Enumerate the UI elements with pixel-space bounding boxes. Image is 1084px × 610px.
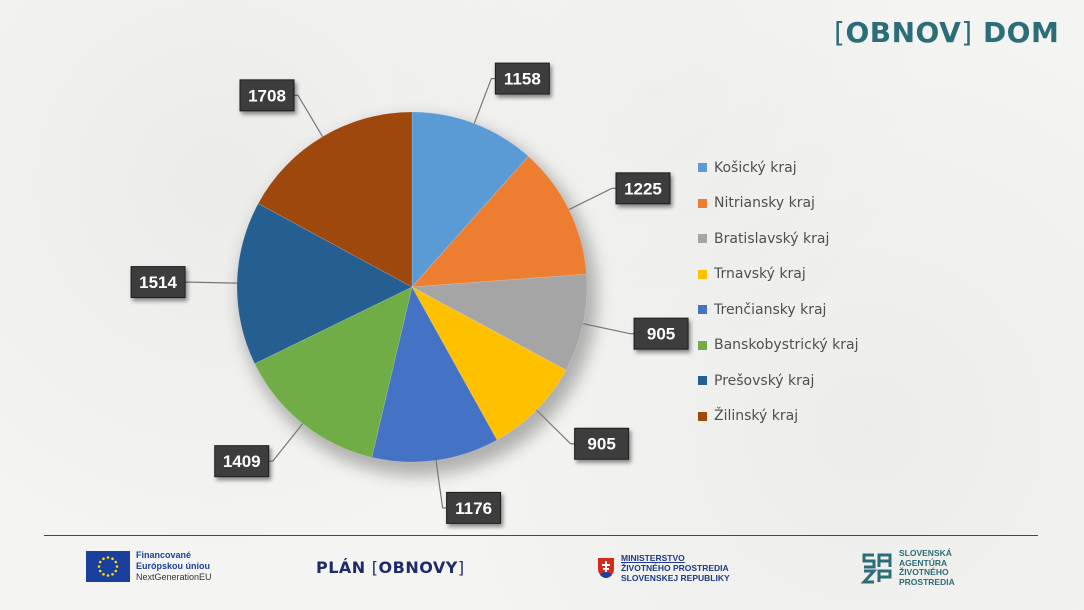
legend-label-3: Bratislavský kraj: [714, 230, 830, 247]
data-label-box-1: [494, 62, 550, 95]
obnov-dom-logo: [OBNOV] DOM: [834, 16, 1059, 49]
leader-line-4: [536, 409, 575, 445]
leader-line-8: [294, 94, 324, 137]
eu-star: [114, 569, 118, 573]
data-label-box-7: [130, 266, 186, 299]
legend-item-3: Bratislavský kraj: [698, 221, 859, 257]
legend-item-2: Nitriansky kraj: [698, 186, 859, 222]
data-label-box-8: [239, 79, 295, 112]
pie-slice-6: [254, 286, 413, 458]
eu-star: [102, 557, 105, 561]
leader-line-6: [268, 423, 304, 462]
sazp-line3: ŽIVOTNÉHO: [899, 567, 949, 577]
legend-swatch-1: [698, 163, 707, 173]
eu-text-line1: Financované: [136, 550, 192, 560]
legend-item-6: Banskobystrický kraj: [698, 328, 859, 364]
data-label-7: 1514: [139, 273, 177, 292]
logo-left-bracket: [: [834, 16, 846, 49]
plan-obnovy-logo: PLÁN [OBNOVY]: [316, 558, 465, 577]
data-label-1: 1158: [504, 70, 541, 89]
legend-label-5: Trenčiansky kraj: [714, 301, 827, 318]
data-label-box-5: [446, 491, 502, 524]
eu-star: [98, 569, 102, 573]
plan-obnovy-word: OBNOVY: [378, 558, 458, 577]
legend-item-4: Trnavský kraj: [698, 257, 859, 293]
legend-swatch-2: [698, 198, 707, 208]
leader-line-7: [185, 281, 238, 284]
eu-text-line2: Európskou úniou: [136, 561, 210, 571]
leader-line-3: [583, 323, 635, 335]
data-label-box-6: [214, 445, 270, 478]
sazp-logo: SLOVENSKÁ AGENTÚRA ŽIVOTNÉHO PROSTREDIA: [860, 548, 955, 587]
eu-star: [111, 557, 114, 561]
eu-star: [97, 565, 101, 568]
eu-star: [102, 572, 105, 576]
slovak-coat-of-arms-icon: [598, 558, 614, 578]
sazp-line1: SLOVENSKÁ: [899, 548, 952, 558]
eu-star: [98, 560, 102, 564]
ministry-line3: SLOVENSKEJ REPUBLIKY: [621, 573, 730, 583]
eu-text-line3: NextGenerationEU: [136, 572, 212, 582]
logo-right-bracket: ]: [961, 16, 973, 49]
footer-divider: [44, 535, 1038, 536]
logo-dom-text: DOM: [982, 16, 1060, 49]
plan-right-bracket: ]: [457, 558, 465, 577]
data-label-3: 905: [647, 325, 675, 344]
leader-line-1: [473, 77, 496, 124]
plan-word: PLÁN: [316, 558, 366, 577]
eu-star: [114, 560, 118, 564]
legend-item-8: Žilinský kraj: [698, 399, 859, 435]
legend-label-1: Košický kraj: [714, 159, 797, 176]
legend-swatch-3: [698, 234, 707, 244]
ministry-logo: MINISTERSTVO ŽIVOTNÉHO PROSTREDIA SLOVEN…: [597, 553, 730, 583]
sazp-line4: PROSTREDIA: [899, 576, 955, 587]
legend-label-7: Prešovský kraj: [714, 372, 815, 389]
eu-star: [111, 572, 114, 576]
ministry-line1: MINISTERSTVO: [621, 553, 685, 563]
eu-funding-logo: Financované Európskou úniou NextGenerati…: [86, 550, 212, 583]
legend-label-4: Trnavský kraj: [714, 266, 806, 283]
pie-slice-2: [411, 155, 587, 288]
legend-label-8: Žilinský kraj: [714, 408, 799, 425]
eu-star: [115, 565, 119, 568]
data-label-5: 1176: [455, 499, 492, 518]
ministry-line2: ŽIVOTNÉHO PROSTREDIA: [621, 563, 729, 573]
leader-line-5: [435, 460, 447, 509]
data-label-6: 1409: [223, 452, 261, 471]
legend-swatch-4: [698, 269, 707, 279]
data-label-box-2: [615, 172, 671, 205]
legend-label-2: Nitriansky kraj: [714, 195, 815, 212]
chart-legend: Košický kraj Nitriansky kraj Bratislavský …: [698, 150, 859, 434]
legend-item-7: Prešovský kraj: [698, 363, 859, 399]
plan-left-bracket: [: [371, 558, 379, 577]
legend-swatch-6: [698, 340, 707, 350]
pie-chart: 1158 1225 905 905 1176 1409 1514 1708: [130, 62, 689, 524]
eu-flag-icon: [86, 551, 130, 582]
sazp-mark-icon: [860, 553, 892, 584]
legend-label-6: Banskobystrický kraj: [714, 337, 859, 354]
legend-item-1: Košický kraj: [698, 150, 859, 186]
pie-slice-3: [410, 273, 588, 371]
data-label-4: 905: [587, 435, 615, 454]
data-label-box-4: [574, 427, 630, 460]
legend-swatch-5: [698, 305, 707, 315]
eu-star: [106, 556, 110, 559]
legend-item-5: Trenčiansky kraj: [698, 292, 859, 328]
data-label-2: 1225: [624, 179, 662, 198]
logo-obnov-text: OBNOV: [845, 16, 962, 49]
legend-swatch-7: [698, 376, 707, 386]
data-label-box-3: [633, 317, 689, 350]
sazp-line2: AGENTÚRA: [899, 557, 948, 568]
pie-slice-4: [411, 286, 567, 441]
data-label-8: 1708: [248, 86, 286, 105]
leader-line-2: [568, 187, 616, 211]
eu-star: [106, 574, 110, 577]
legend-swatch-8: [698, 411, 707, 421]
